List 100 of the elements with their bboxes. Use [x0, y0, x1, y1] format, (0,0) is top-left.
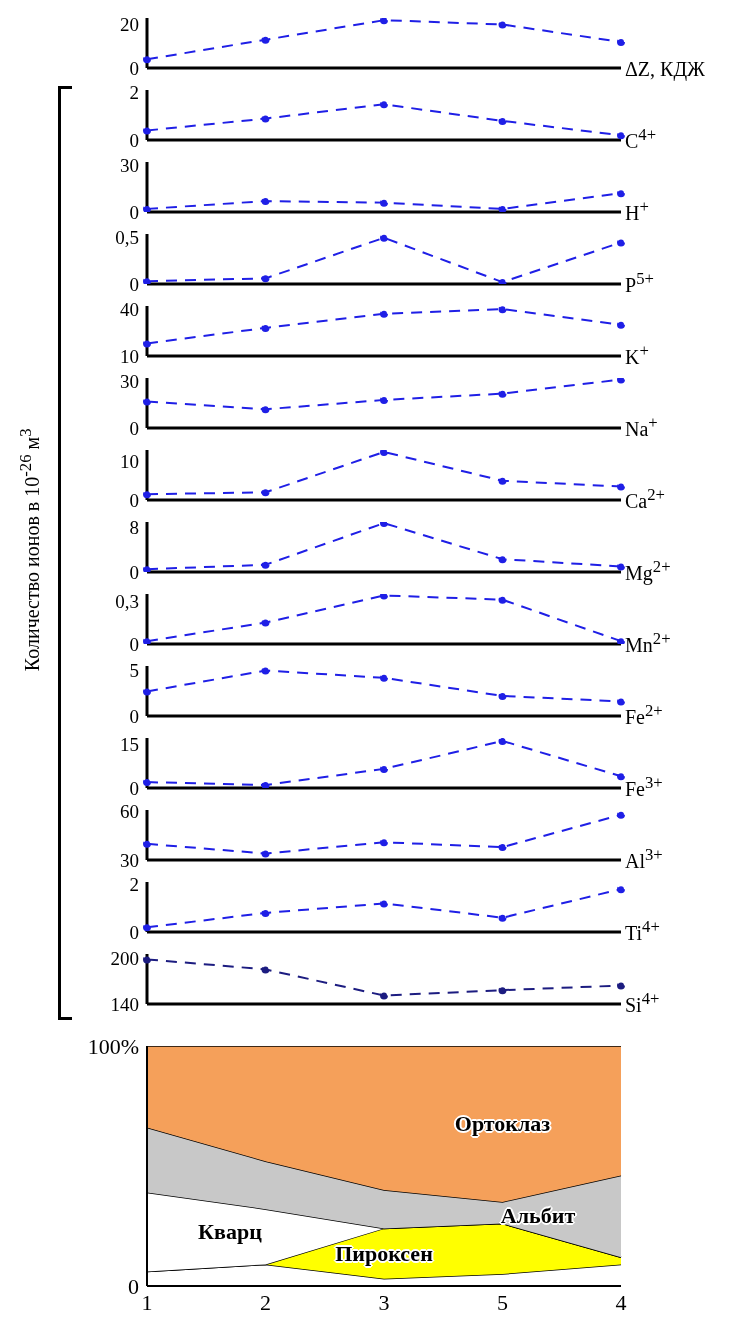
point — [498, 843, 507, 852]
point — [143, 955, 151, 964]
point — [143, 490, 151, 499]
point — [261, 488, 270, 497]
series-label: H$^{+}$ — [625, 196, 649, 224]
y-tick-label: 0 — [129, 705, 139, 727]
y-tick-label: 10 — [120, 451, 139, 473]
y-tick-label: 0 — [129, 561, 139, 583]
series-label: Пироксен — [335, 1240, 433, 1267]
series-label: Mg$^{2+}$ — [625, 556, 671, 584]
point — [498, 913, 507, 922]
point — [498, 595, 507, 604]
y-tick-label: 140 — [110, 993, 139, 1015]
point — [261, 781, 270, 788]
point — [261, 35, 270, 44]
x-tick-label: 5 — [497, 1289, 508, 1315]
y-tick-label: 0,5 — [115, 226, 139, 248]
point — [617, 378, 625, 384]
point — [380, 594, 388, 600]
point — [498, 306, 507, 314]
point — [498, 555, 507, 564]
y-tick-label: 2 — [129, 874, 139, 896]
point — [617, 189, 625, 198]
y-tick-label: 0 — [129, 489, 139, 511]
point — [143, 839, 151, 848]
y-tick-label: 60 — [120, 801, 139, 823]
y-tick-label: 0 — [129, 273, 139, 295]
point — [617, 320, 625, 329]
series-label: Al$^{3+}$ — [625, 844, 663, 872]
y-tick-label: 15 — [120, 733, 139, 755]
point — [261, 274, 270, 283]
y-tick-label: 0 — [129, 417, 139, 439]
y-tick-label: 0 — [129, 201, 139, 223]
y-tick-label: 100% — [87, 1033, 139, 1059]
point — [261, 114, 270, 123]
series-label: Кварц — [198, 1219, 262, 1245]
y-tick-label: 2 — [129, 82, 139, 104]
y-tick-label: 30 — [120, 370, 139, 392]
point — [498, 692, 507, 700]
point — [261, 666, 270, 675]
point — [380, 673, 388, 682]
y-tick-label: 0 — [128, 1273, 139, 1299]
series-label: P$^{5+}$ — [625, 268, 654, 296]
point — [380, 838, 388, 847]
point — [380, 198, 388, 207]
point — [498, 986, 507, 995]
point — [261, 560, 270, 569]
point — [143, 637, 151, 644]
point — [617, 810, 625, 819]
point — [261, 197, 270, 206]
point — [617, 637, 625, 644]
point — [617, 562, 625, 571]
point — [617, 697, 625, 706]
y-tick-label: 0 — [129, 129, 139, 151]
series-label: Si$^{4+}$ — [625, 988, 660, 1016]
point — [617, 885, 625, 894]
series-label: K$^{+}$ — [625, 340, 649, 368]
series-label: Fe$^{3+}$ — [625, 772, 663, 800]
point — [498, 738, 507, 745]
point — [380, 991, 388, 1000]
y-tick-label: 0 — [129, 57, 139, 79]
point — [143, 923, 151, 932]
x-tick-label: 4 — [615, 1289, 627, 1315]
point — [261, 965, 270, 974]
y-tick-label: 30 — [120, 849, 139, 871]
point — [143, 565, 151, 572]
point — [380, 100, 388, 109]
point — [380, 309, 388, 318]
x-tick-label: 2 — [260, 1289, 271, 1315]
point — [261, 618, 270, 627]
y-tick-label: 30 — [120, 154, 139, 176]
point — [143, 277, 151, 284]
point — [380, 522, 388, 528]
series-label: C$^{4+}$ — [625, 124, 657, 152]
y-tick-label: 0 — [129, 921, 139, 943]
point — [380, 450, 388, 456]
y-tick-label: 0 — [129, 633, 139, 655]
point — [617, 772, 625, 781]
point — [143, 55, 151, 64]
point — [617, 238, 625, 247]
point — [143, 126, 151, 135]
point — [617, 482, 625, 491]
series-label: Fe$^{2+}$ — [625, 700, 663, 728]
point — [498, 476, 507, 485]
y-tick-label: 0,3 — [115, 590, 139, 612]
point — [380, 899, 388, 908]
point — [261, 849, 270, 858]
y-tick-label: 0 — [129, 777, 139, 799]
y-tick-label: 200 — [110, 947, 139, 969]
point — [498, 20, 507, 29]
y-tick-label: 5 — [129, 660, 139, 682]
point — [143, 397, 151, 406]
point — [498, 389, 507, 398]
x-tick-label: 1 — [141, 1289, 153, 1315]
point — [617, 131, 625, 140]
point — [143, 687, 151, 696]
point — [617, 981, 625, 990]
series-label: Na$^{+}$ — [625, 412, 658, 440]
point — [380, 234, 388, 242]
y-tick-label: 10 — [120, 345, 139, 367]
